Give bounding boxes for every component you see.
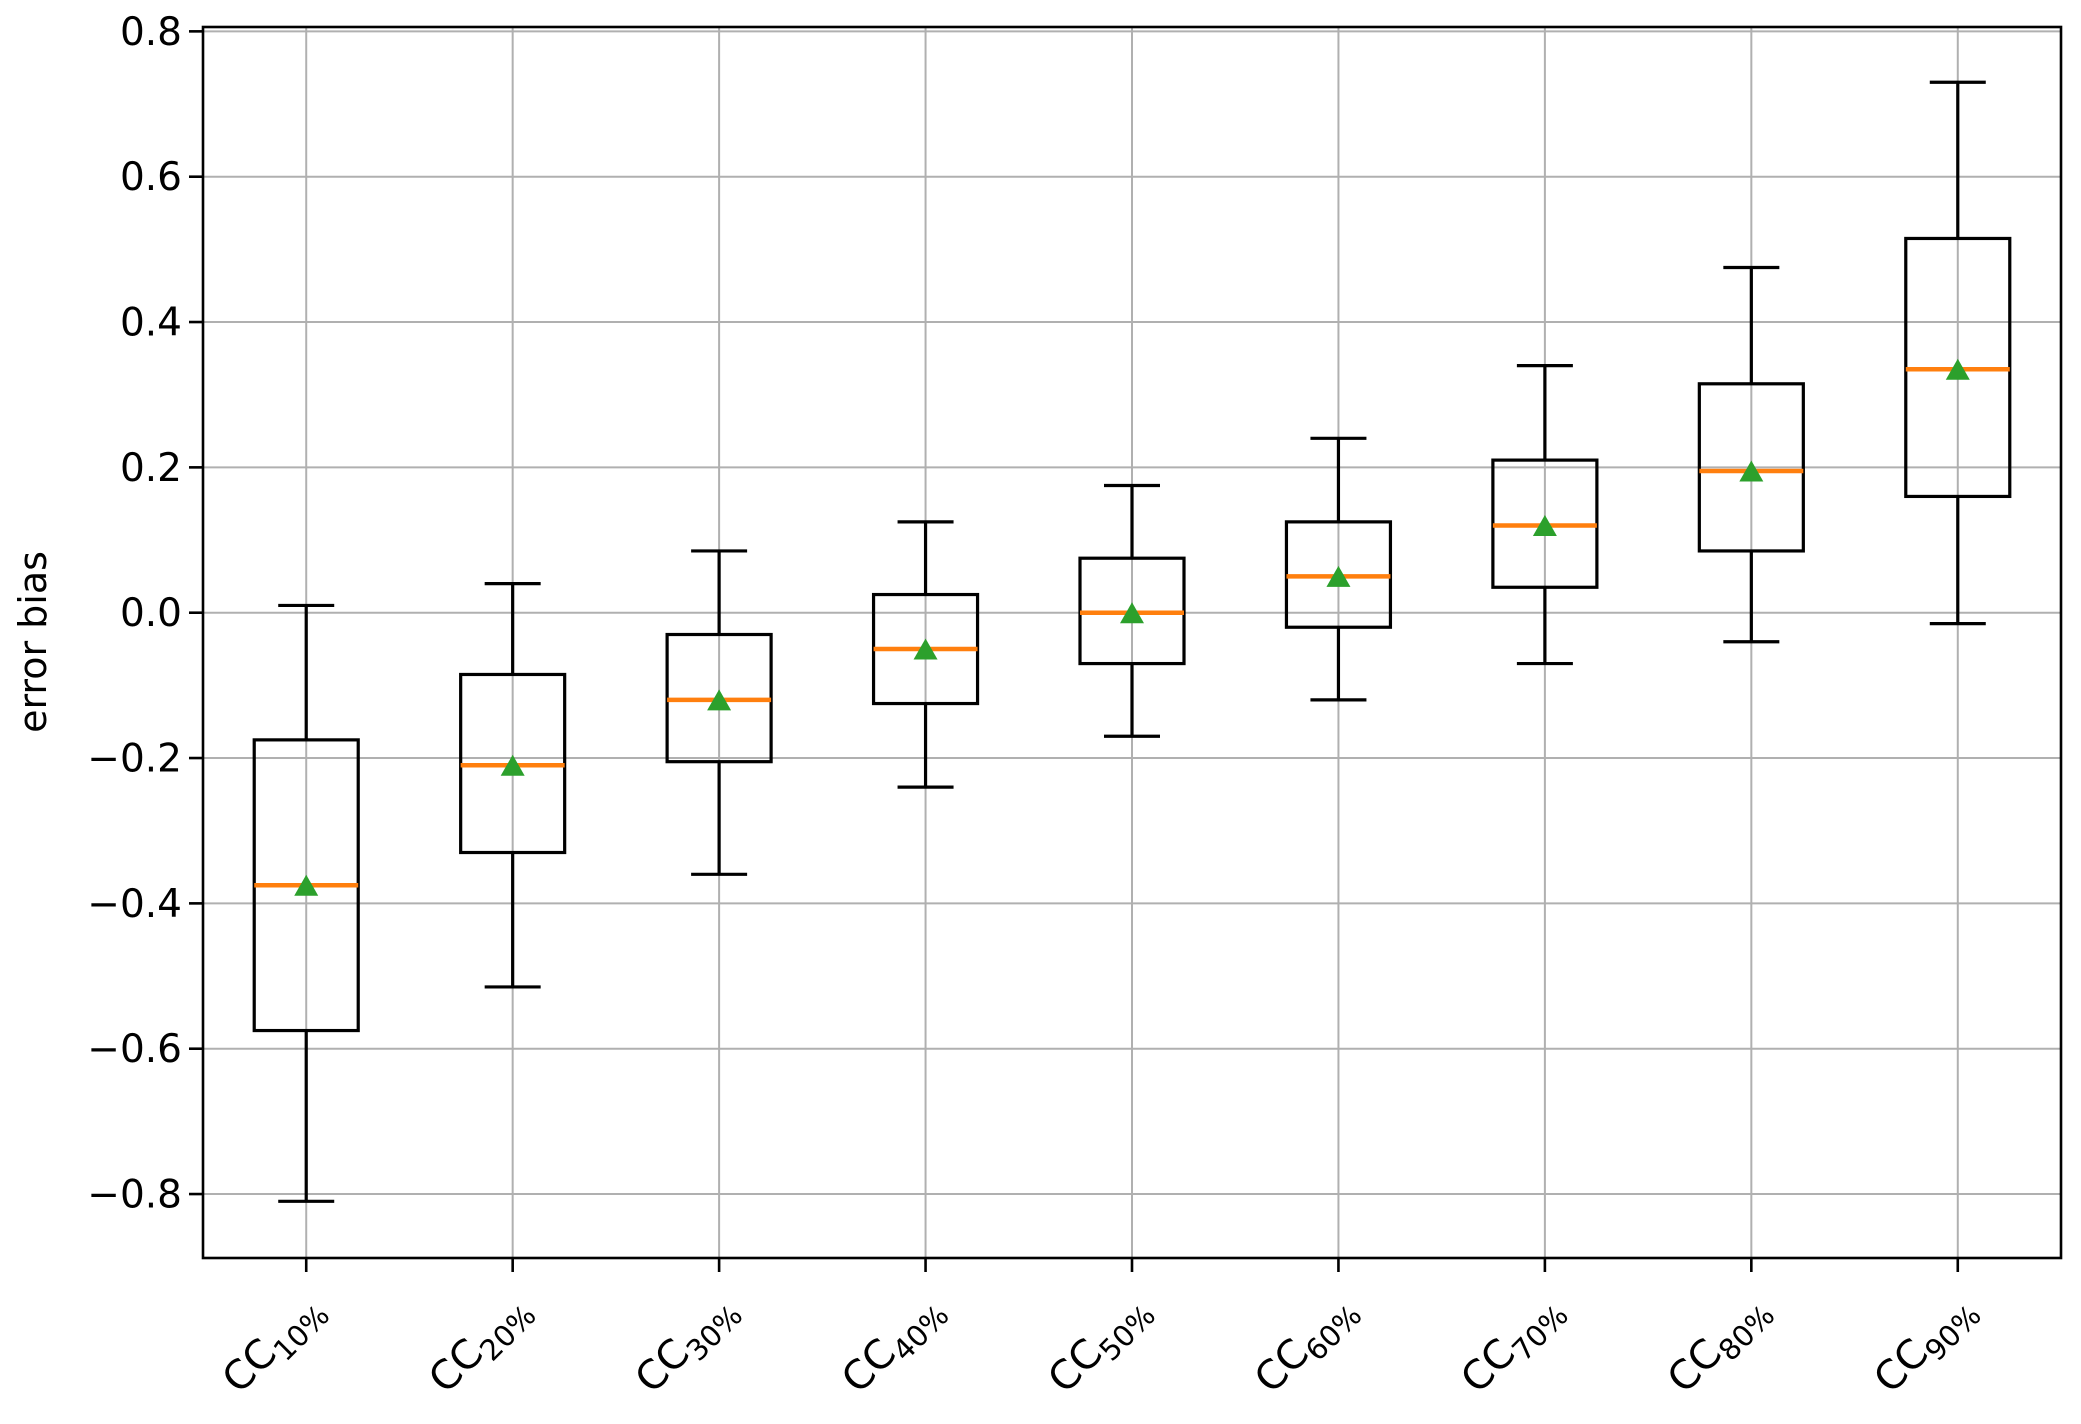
boxes-layer — [252, 80, 2012, 1203]
box-group-CC20% — [459, 582, 567, 989]
mean-marker — [1532, 515, 1557, 537]
mean-marker — [1120, 602, 1144, 624]
box-group-CC10% — [252, 603, 360, 1203]
y-tick-label: 0.0 — [120, 591, 182, 636]
box-group-CC30% — [665, 549, 773, 876]
mean-marker — [1739, 460, 1764, 482]
y-tick-label: −0.8 — [87, 1173, 182, 1218]
y-tick-label: 0.8 — [120, 10, 182, 55]
y-tick-label: −0.4 — [87, 882, 182, 927]
box-group-CC80% — [1697, 265, 1805, 644]
box-group-CC50% — [1078, 483, 1186, 738]
mean-marker — [500, 754, 525, 776]
mean-marker — [1945, 358, 1970, 380]
y-tick-label: 0.4 — [120, 301, 182, 346]
box-group-CC90% — [1904, 80, 2012, 626]
y-tick-label: 0.2 — [120, 446, 182, 491]
box-group-CC60% — [1284, 436, 1393, 702]
box-group-CC40% — [871, 520, 980, 789]
y-tick-label: −0.6 — [87, 1027, 182, 1072]
y-tick-label: −0.2 — [87, 737, 182, 782]
box-group-CC70% — [1491, 364, 1599, 666]
y-tick-label: 0.6 — [120, 155, 182, 200]
iqr-box — [1697, 382, 1805, 553]
mean-marker — [1326, 565, 1351, 587]
mean-marker — [294, 874, 319, 896]
mean-marker — [913, 638, 938, 660]
y-axis-label: error bias — [11, 551, 55, 733]
mean-marker — [707, 689, 732, 711]
